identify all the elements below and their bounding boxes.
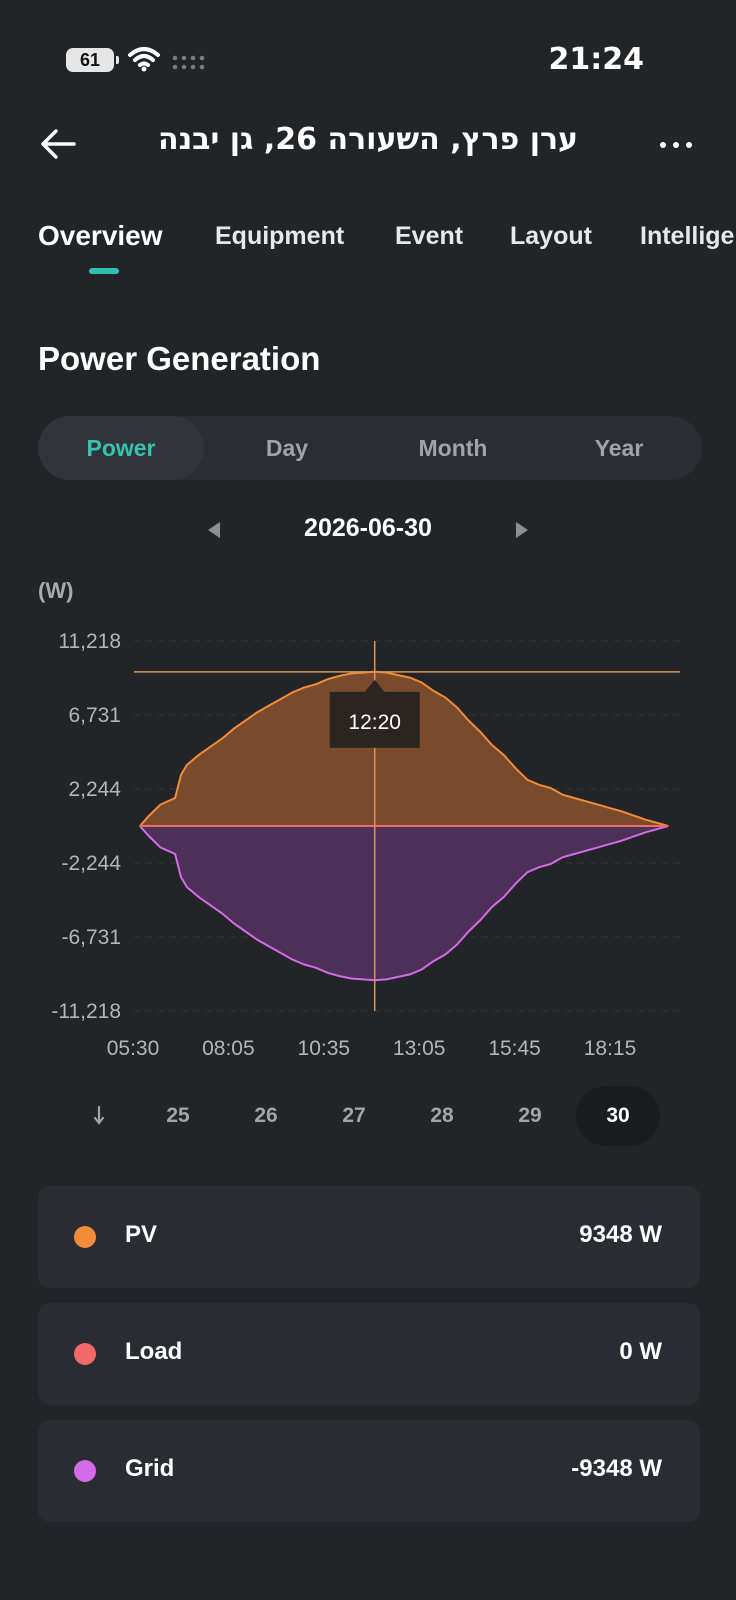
y-tick-label: 2,244 <box>68 778 121 801</box>
tooltip-box <box>329 691 420 748</box>
segment-power[interactable]: Power <box>38 416 204 480</box>
day-selector: 25 26 27 28 29 30 <box>0 1086 736 1146</box>
y-tick-label: -2,244 <box>61 852 121 875</box>
legend-card-load[interactable]: Load 0 W <box>38 1303 700 1405</box>
calendar-expand-icon[interactable] <box>92 1104 106 1128</box>
day-25[interactable]: 25 <box>166 1104 190 1127</box>
legend-name-load: Load <box>125 1338 183 1365</box>
previous-date-icon[interactable] <box>205 520 225 540</box>
day-27[interactable]: 27 <box>342 1104 366 1127</box>
page-title: ערן פרץ, השעורה 26, גן יבנה <box>157 122 579 157</box>
x-tick-label: 05:30 <box>107 1037 160 1060</box>
x-tick-label: 15:45 <box>488 1037 541 1060</box>
load-color-dot <box>74 1343 96 1365</box>
day-26[interactable]: 26 <box>254 1104 278 1127</box>
tab-event[interactable]: Event <box>395 222 464 250</box>
chart-tooltip: 12:20 <box>329 679 420 748</box>
tab-layout[interactable]: Layout <box>510 222 592 250</box>
pv-area <box>139 671 669 826</box>
x-tick-label: 10:35 <box>298 1037 351 1060</box>
period-selector: Power Day Month Year <box>38 416 702 480</box>
back-arrow-icon[interactable] <box>38 124 78 164</box>
legend-card-pv[interactable]: PV 9348 W <box>38 1186 700 1288</box>
more-options-icon[interactable] <box>656 130 696 160</box>
tab-intelligence[interactable]: Intellige <box>640 222 735 250</box>
y-tick-label: -6,731 <box>61 926 121 949</box>
tooltip-pointer <box>364 679 385 692</box>
segment-day[interactable]: Day <box>265 435 309 461</box>
status-time: 21:24 <box>548 42 645 77</box>
x-tick-label: 13:05 <box>393 1037 446 1060</box>
legend-value-grid: -9348 W <box>571 1455 662 1482</box>
section-title: Power Generation <box>38 340 321 377</box>
wifi-icon <box>128 47 160 72</box>
day-28[interactable]: 28 <box>430 1104 454 1127</box>
next-date-icon[interactable] <box>511 520 531 540</box>
tab-bar: Overview Equipment Event Layout Intellig… <box>0 216 736 276</box>
cellular-signal-icon <box>172 55 205 70</box>
day-30[interactable]: 30 <box>576 1086 660 1146</box>
current-date[interactable]: 2026-06-30 <box>304 514 432 542</box>
pv-line <box>139 670 669 827</box>
segment-month[interactable]: Month <box>418 435 488 461</box>
x-tick-label: 18:15 <box>584 1037 637 1060</box>
legend-card-grid[interactable]: Grid -9348 W <box>38 1420 700 1522</box>
legend-name-grid: Grid <box>125 1455 175 1482</box>
tab-equipment[interactable]: Equipment <box>215 222 345 250</box>
y-axis-unit: (W) <box>38 578 74 603</box>
tab-overview[interactable]: Overview <box>38 220 163 251</box>
tooltip-time: 12:20 <box>348 711 401 734</box>
status-bar: 61 21:24 <box>0 0 736 110</box>
legend-value-pv: 9348 W <box>579 1221 662 1248</box>
grid-color-dot <box>74 1460 96 1482</box>
battery-indicator: 61 <box>66 48 119 72</box>
legend-value-load: 0 W <box>619 1338 662 1365</box>
grid-line <box>139 825 669 982</box>
legend-name-pv: PV <box>125 1221 158 1248</box>
active-tab-indicator <box>89 268 119 274</box>
pv-color-dot <box>74 1226 96 1248</box>
y-tick-label: 6,731 <box>68 704 121 727</box>
segment-year[interactable]: Year <box>594 435 644 461</box>
grid-area <box>139 826 669 981</box>
x-tick-label: 08:05 <box>202 1037 255 1060</box>
y-tick-label: 11,218 <box>58 630 121 653</box>
power-chart[interactable]: 11,218 6,731 2,244 -2,244 -6,731 -11,218 05:3… <box>0 600 736 1070</box>
y-tick-label: -11,218 <box>51 1000 121 1023</box>
day-29[interactable]: 29 <box>518 1104 542 1127</box>
